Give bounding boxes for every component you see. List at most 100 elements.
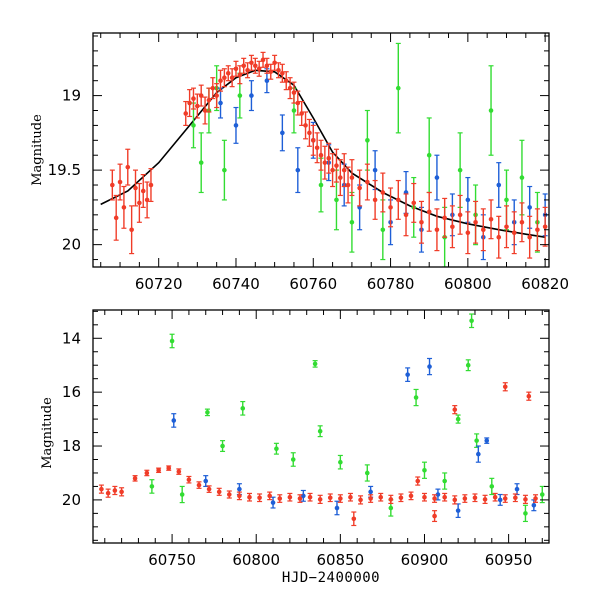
data-point-blue xyxy=(295,167,301,173)
data-point-green xyxy=(539,492,545,497)
data-point-red xyxy=(368,496,373,501)
data-point-red xyxy=(226,492,232,497)
data-point-red xyxy=(327,495,333,501)
data-point-red xyxy=(299,111,304,116)
data-point-red xyxy=(317,497,323,502)
data-point-red xyxy=(119,489,124,495)
data-point-red xyxy=(432,513,437,519)
x-tick-label: 60720 xyxy=(135,275,183,293)
data-point-green xyxy=(474,438,479,443)
data-point-red xyxy=(225,70,231,76)
data-point-blue xyxy=(237,486,242,492)
data-point-blue xyxy=(203,478,209,484)
data-point-red xyxy=(442,494,447,500)
data-point-red xyxy=(125,164,131,170)
data-point-blue xyxy=(434,175,440,180)
data-point-red xyxy=(473,219,478,225)
data-point-red xyxy=(291,90,297,95)
data-point-green xyxy=(317,428,323,434)
data-point-red xyxy=(523,497,528,502)
x-tick-label: 60950 xyxy=(485,551,533,569)
bottom-panel-full-light-curve: 60750 60800 60850 60900 60950 14 16 18 20 xyxy=(62,309,550,569)
data-point-red xyxy=(307,494,313,500)
data-point-green xyxy=(457,167,463,173)
data-point-green xyxy=(395,85,401,91)
plot-frame xyxy=(92,309,550,544)
data-point-red xyxy=(267,493,272,499)
data-point-green xyxy=(364,470,370,476)
data-point-red xyxy=(144,470,150,476)
data-point-red xyxy=(527,234,532,240)
data-point-blue xyxy=(280,130,285,136)
x-tick-label: 60740 xyxy=(212,275,260,293)
data-point-red xyxy=(419,219,424,225)
data-point-blue xyxy=(497,497,503,503)
data-point-red xyxy=(388,205,393,210)
data-point-red xyxy=(202,108,208,113)
data-point-red xyxy=(452,407,458,412)
series-red xyxy=(109,51,548,259)
data-point-red xyxy=(502,384,508,390)
data-point-red xyxy=(341,167,347,173)
data-point-blue xyxy=(427,364,432,369)
bottom-ylabel: Magnitude xyxy=(40,397,55,469)
data-point-red xyxy=(314,145,320,151)
data-point-blue xyxy=(264,78,270,83)
data-point-red xyxy=(176,469,182,474)
data-point-red xyxy=(287,494,293,500)
data-point-red xyxy=(187,100,192,106)
data-point-red xyxy=(526,393,532,399)
data-point-red xyxy=(129,227,134,233)
data-point-green xyxy=(455,416,461,422)
data-point-red xyxy=(513,495,518,501)
data-point-green xyxy=(237,93,243,98)
data-point-red xyxy=(112,488,118,493)
data-point-red xyxy=(257,495,262,501)
data-point-red xyxy=(492,494,498,500)
data-point-blue xyxy=(233,123,239,128)
data-point-green xyxy=(413,395,419,400)
data-point-red xyxy=(365,179,370,185)
data-point-red xyxy=(277,496,283,501)
data-point-green xyxy=(504,197,509,203)
data-point-green xyxy=(312,361,318,367)
data-point-red xyxy=(210,85,216,91)
bottom-xlabel: HJD−2400000 xyxy=(282,570,380,586)
data-point-green xyxy=(274,446,279,452)
x-tick-label: 60750 xyxy=(148,551,196,569)
data-point-red xyxy=(426,209,432,215)
data-point-red xyxy=(482,497,488,502)
plot-area xyxy=(100,42,548,267)
data-point-green xyxy=(422,467,427,473)
data-point-blue xyxy=(514,486,520,492)
data-point-red xyxy=(183,111,189,116)
data-point-red xyxy=(519,219,525,225)
data-point-red xyxy=(195,103,200,109)
data-point-red xyxy=(237,72,243,78)
data-point-red xyxy=(198,93,204,98)
data-point-blue xyxy=(496,182,502,188)
data-point-red xyxy=(264,63,270,69)
data-point-green xyxy=(179,492,185,497)
data-point-green xyxy=(488,108,494,113)
data-point-red xyxy=(121,205,127,210)
data-point-red xyxy=(253,63,258,69)
top-panel-zoomed-light-curve: 60720 60740 60760 60780 60800 60820 19 19.5 20 xyxy=(48,32,569,293)
data-point-green xyxy=(198,160,204,165)
data-point-red xyxy=(229,75,235,81)
data-point-red xyxy=(481,227,486,233)
data-point-green xyxy=(380,227,386,233)
data-point-red xyxy=(117,179,123,185)
data-point-red xyxy=(488,217,494,222)
data-point-red xyxy=(148,182,154,188)
data-point-red xyxy=(280,70,285,76)
data-point-red xyxy=(307,130,312,136)
data-point-red xyxy=(133,185,138,191)
data-point-red xyxy=(166,465,172,471)
data-point-red xyxy=(268,69,274,75)
data-point-blue xyxy=(171,418,177,423)
data-point-green xyxy=(191,123,196,128)
data-point-red xyxy=(457,212,463,218)
x-tick-label: 60800 xyxy=(444,275,492,293)
x-tick-label: 60780 xyxy=(367,275,415,293)
